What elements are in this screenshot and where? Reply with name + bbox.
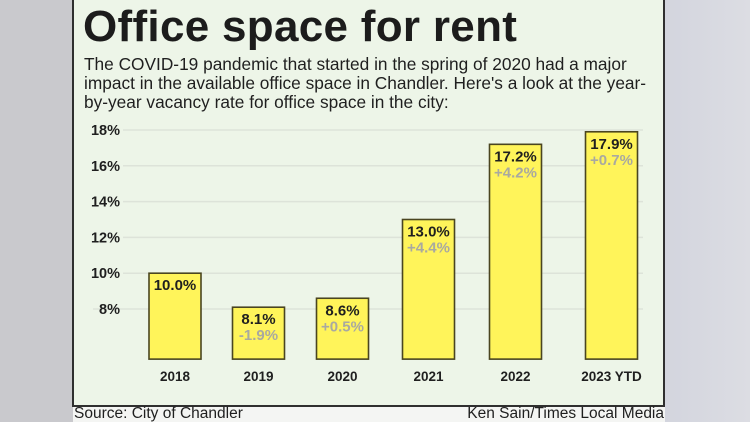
y-tick-label: 12% [91,230,120,246]
bar-chart: 8% 10% 12% 14% 16% 18% 10.0% 8.1%-1.9% 8.6%+0.5… [91,123,643,384]
footer-strip [73,407,665,422]
y-axis-ticks: 8% 10% 12% 14% 16% 18% [91,123,120,318]
bars: 10.0% 8.1%-1.9% 8.6%+0.5% 13.0%+4.4% 17.2%+4… [148,130,639,360]
x-tick-label: 2019 [243,369,273,384]
description-line: The COVID-19 pandemic that started in th… [84,54,627,74]
bar-change-label: +0.5% [321,318,364,335]
bar-change-label: -1.9% [239,327,278,344]
y-tick-label: 10% [91,266,120,282]
gridlines [93,129,643,310]
bar-change-label: +4.2% [494,164,537,181]
bar-value-label: 8.6% [325,302,359,319]
description-line: impact in the available office space in … [84,73,647,93]
bar [148,272,202,360]
description: The COVID-19 pandemic that started in th… [84,55,654,112]
x-tick-label: 2020 [327,369,357,384]
x-tick-label: 2021 [413,369,444,384]
bar-value-label: 17.9% [590,136,633,153]
bar-change-label: +4.4% [407,240,450,257]
x-axis-ticks: 2018 2019 2020 2021 2022 2023 YTD [160,369,642,384]
source-note: Source: City of Chandler [74,405,243,422]
bar-value-label: 17.2% [494,148,537,165]
bar [488,143,543,360]
page-title: Office space for rent [83,2,518,51]
bar [231,306,286,360]
bar [584,130,639,360]
bar-change-label: +0.7% [590,152,633,169]
bar-value-label: 8.1% [241,311,275,328]
x-tick-label: 2018 [160,369,191,384]
bar [401,218,456,360]
left-background [0,0,73,422]
y-tick-label: 16% [91,159,120,175]
bar-value-label: 13.0% [407,224,450,241]
credit-note: Ken Sain/Times Local Media [467,405,664,422]
y-tick-label: 18% [91,123,120,139]
x-tick-label: 2022 [500,369,530,384]
y-tick-label: 14% [91,195,120,211]
bar-value-label: 10.0% [154,277,197,294]
y-tick-label: 8% [99,302,120,318]
right-background [665,0,750,422]
description-line: by-year vacancy rate for office space in… [84,92,449,112]
x-tick-label: 2023 YTD [581,369,642,384]
bar [315,297,370,360]
